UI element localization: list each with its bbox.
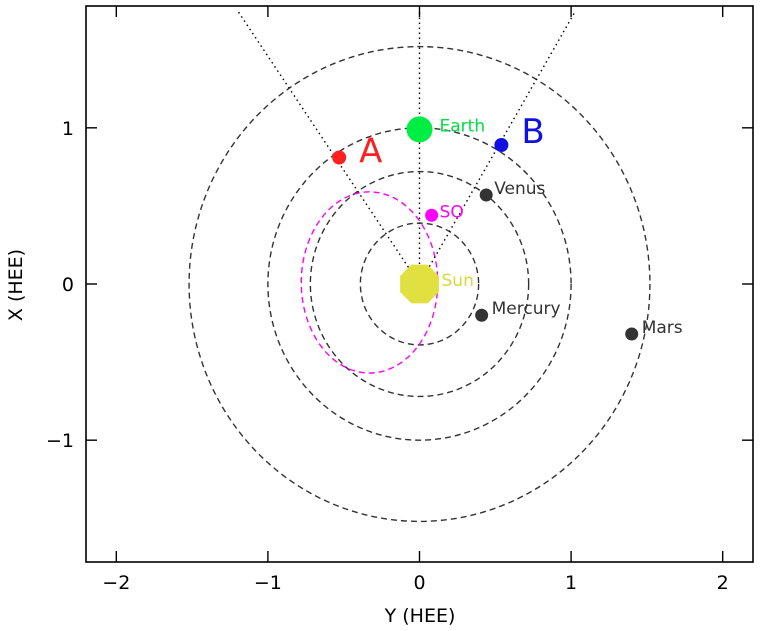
mars-label: Mars [642,318,683,338]
mars-marker [625,327,639,341]
stereo-b-marker [494,138,509,152]
orbit-venus-orbit [309,170,530,398]
stereo-a-label: A [359,131,382,171]
sight-lines-layer [237,10,577,285]
venus-label: Venus [494,179,545,199]
ticks-layer: −2 −1 0 1 2 −1 0 1 [46,6,753,594]
orbits-layer [188,45,651,523]
so-label: SO [440,202,464,222]
earth-label: Earth [440,116,486,136]
y-tick-label: −1 [46,430,74,452]
x-tick-label: −2 [102,572,130,594]
mercury-label: Mercury [492,299,561,319]
earth-marker [406,116,433,143]
so-marker [425,208,439,222]
sun-label: Sun [442,271,474,291]
x-tick-label: −1 [254,572,282,594]
stereo-b-label: B [521,112,544,152]
x-tick-label: 0 [413,572,425,594]
venus-marker [479,188,493,202]
bodies-layer: Sun Mercury Mars SO Venus A B Earth [332,112,683,341]
x-tick-label: 1 [565,572,577,594]
orbit-mars-orbit [188,45,651,523]
y-tick-label: 1 [62,118,74,140]
x-tick-label: 2 [717,572,729,594]
stereo-a-marker [332,150,347,165]
sun-marker [400,264,439,304]
y-axis-title: X (HEE) [5,249,27,321]
x-axis-title: Y (HEE) [384,605,456,627]
mercury-marker [475,308,489,322]
y-tick-label: 0 [62,274,74,296]
